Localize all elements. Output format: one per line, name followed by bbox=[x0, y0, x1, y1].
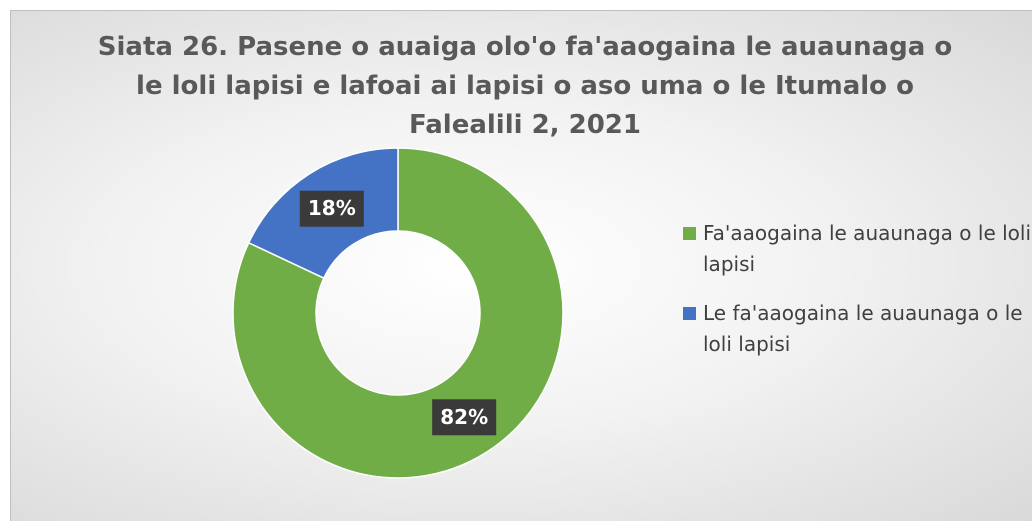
data-label-box bbox=[299, 190, 364, 227]
donut-slice bbox=[232, 147, 564, 479]
legend-label: Le fa'aaogaina le auaunaga o le loli lap… bbox=[703, 301, 1023, 356]
legend-entry: Fa'aaogaina le auaunaga o le loli lapisi bbox=[683, 218, 1033, 280]
chart-title: Siata 26. Pasene o auaiga olo'o fa'aaoga… bbox=[97, 32, 953, 140]
data-label-box bbox=[432, 399, 497, 436]
data-label: 18% bbox=[308, 196, 356, 220]
legend-swatch bbox=[683, 307, 696, 320]
data-label: 82% bbox=[440, 405, 488, 429]
legend-label: Fa'aaogaina le auaunaga o le loli lapisi bbox=[703, 221, 1032, 276]
legend-entry: Le fa'aaogaina le auaunaga o le loli lap… bbox=[683, 298, 1033, 360]
legend-swatch bbox=[683, 227, 696, 240]
